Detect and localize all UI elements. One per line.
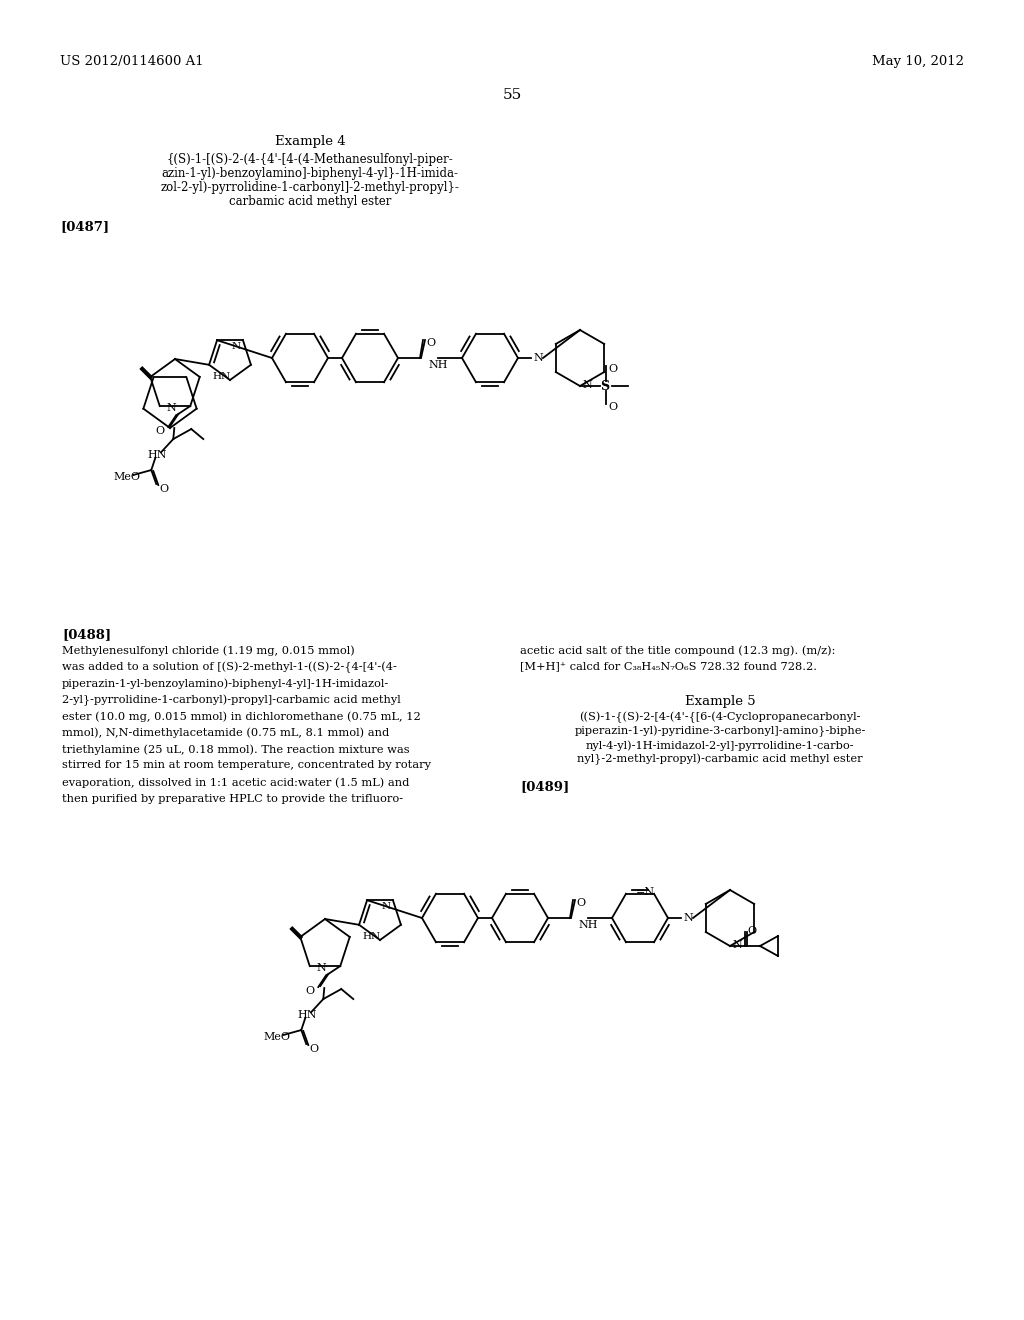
Text: nyl-4-yl)-1H-imidazol-2-yl]-pyrrolidine-1-carbo-: nyl-4-yl)-1H-imidazol-2-yl]-pyrrolidine-… <box>586 741 854 751</box>
Text: HN: HN <box>212 372 230 381</box>
Text: [M+H]⁺ calcd for C₃₈H₄₅N₇O₆S 728.32 found 728.2.: [M+H]⁺ calcd for C₃₈H₄₅N₇O₆S 728.32 foun… <box>520 661 817 672</box>
Text: Methylenesulfonyl chloride (1.19 mg, 0.015 mmol): Methylenesulfonyl chloride (1.19 mg, 0.0… <box>62 645 354 656</box>
Text: HN: HN <box>362 932 380 941</box>
Text: piperazin-1-yl)-pyridine-3-carbonyl]-amino}-biphe-: piperazin-1-yl)-pyridine-3-carbonyl]-ami… <box>574 726 865 738</box>
Text: MeO: MeO <box>114 473 140 482</box>
Text: O: O <box>305 986 314 997</box>
Text: MeO: MeO <box>263 1032 290 1041</box>
Text: ((S)-1-{(S)-2-[4-(4'-{[6-(4-Cyclopropanecarbonyl-: ((S)-1-{(S)-2-[4-(4'-{[6-(4-Cyclopropane… <box>580 711 861 723</box>
Text: N: N <box>534 352 543 363</box>
Text: O: O <box>309 1044 318 1055</box>
Text: S: S <box>600 380 609 393</box>
Text: NH: NH <box>578 920 597 931</box>
Text: triethylamine (25 uL, 0.18 mmol). The reaction mixture was: triethylamine (25 uL, 0.18 mmol). The re… <box>62 744 410 755</box>
Text: N: N <box>582 380 592 389</box>
Text: N: N <box>167 403 176 413</box>
Text: O: O <box>156 426 164 436</box>
Text: [0489]: [0489] <box>520 780 569 793</box>
Text: ester (10.0 mg, 0.015 mmol) in dichloromethane (0.75 mL, 12: ester (10.0 mg, 0.015 mmol) in dichlorom… <box>62 711 421 722</box>
Text: N: N <box>231 342 241 351</box>
Text: {(S)-1-[(S)-2-(4-{4'-[4-(4-Methanesulfonyl-piper-: {(S)-1-[(S)-2-(4-{4'-[4-(4-Methanesulfon… <box>167 153 454 166</box>
Text: carbamic acid methyl ester: carbamic acid methyl ester <box>228 195 391 209</box>
Text: nyl}-2-methyl-propyl)-carbamic acid methyl ester: nyl}-2-methyl-propyl)-carbamic acid meth… <box>578 754 863 766</box>
Text: 2-yl}-pyrrolidine-1-carbonyl)-propyl]-carbamic acid methyl: 2-yl}-pyrrolidine-1-carbonyl)-propyl]-ca… <box>62 694 400 706</box>
Text: HN: HN <box>147 450 167 461</box>
Text: [0487]: [0487] <box>60 220 110 234</box>
Text: O: O <box>608 364 617 374</box>
Text: stirred for 15 min at room temperature, concentrated by rotary: stirred for 15 min at room temperature, … <box>62 760 431 771</box>
Text: evaporation, dissolved in 1:1 acetic acid:water (1.5 mL) and: evaporation, dissolved in 1:1 acetic aci… <box>62 777 410 788</box>
Text: N: N <box>732 940 741 950</box>
Text: O: O <box>426 338 435 348</box>
Text: piperazin-1-yl-benzoylamino)-biphenyl-4-yl]-1H-imidazol-: piperazin-1-yl-benzoylamino)-biphenyl-4-… <box>62 678 389 689</box>
Text: mmol), N,N-dimethylacetamide (0.75 mL, 8.1 mmol) and: mmol), N,N-dimethylacetamide (0.75 mL, 8… <box>62 727 389 738</box>
Text: O: O <box>160 484 168 494</box>
Text: zol-2-yl)-pyrrolidine-1-carbonyl]-2-methyl-propyl}-: zol-2-yl)-pyrrolidine-1-carbonyl]-2-meth… <box>161 181 460 194</box>
Text: O: O <box>575 898 585 908</box>
Text: =N: =N <box>636 887 655 898</box>
Text: N: N <box>683 913 693 923</box>
Text: 55: 55 <box>503 88 521 102</box>
Text: O: O <box>746 927 756 936</box>
Text: Example 4: Example 4 <box>274 135 345 148</box>
Text: then purified by preparative HPLC to provide the trifluoro-: then purified by preparative HPLC to pro… <box>62 793 403 804</box>
Text: N: N <box>382 902 391 911</box>
Text: was added to a solution of [(S)-2-methyl-1-((S)-2-{4-[4'-(4-: was added to a solution of [(S)-2-methyl… <box>62 661 397 673</box>
Text: HN: HN <box>297 1010 316 1020</box>
Text: O: O <box>608 403 617 412</box>
Text: azin-1-yl)-benzoylamino]-biphenyl-4-yl}-1H-imida-: azin-1-yl)-benzoylamino]-biphenyl-4-yl}-… <box>162 168 459 180</box>
Text: Example 5: Example 5 <box>685 696 756 708</box>
Text: acetic acid salt of the title compound (12.3 mg). (m/z):: acetic acid salt of the title compound (… <box>520 645 836 656</box>
Text: [0488]: [0488] <box>62 628 112 642</box>
Text: US 2012/0114600 A1: US 2012/0114600 A1 <box>60 55 204 69</box>
Text: N: N <box>316 964 327 973</box>
Text: May 10, 2012: May 10, 2012 <box>872 55 964 69</box>
Text: NH: NH <box>428 360 447 370</box>
